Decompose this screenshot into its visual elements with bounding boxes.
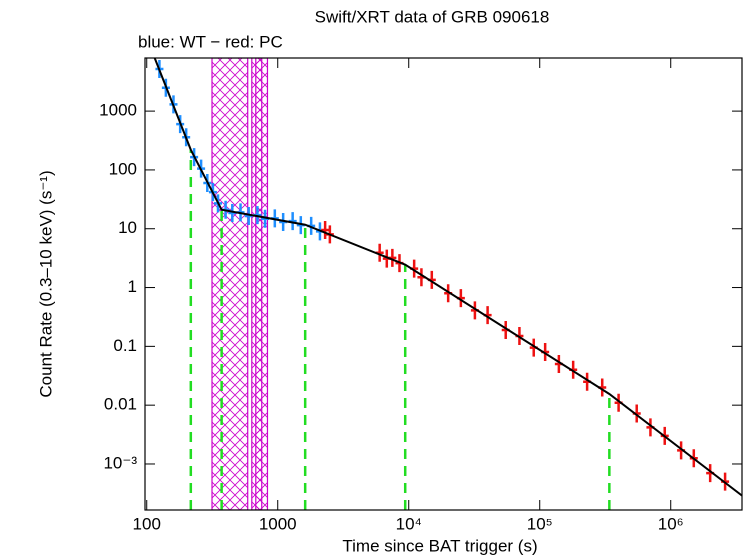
chart-title: Swift/XRT data of GRB 090618 — [315, 7, 550, 26]
x-tick-label: 10⁴ — [396, 514, 422, 533]
hatched-interval — [211, 58, 249, 510]
y-axis-label: Count Rate (0.3–10 keV) (s⁻¹) — [36, 170, 55, 397]
error-cross — [321, 221, 330, 240]
y-tick-label: 100 — [109, 159, 137, 178]
y-tick-label: 0.01 — [104, 395, 137, 414]
hatched-interval — [255, 58, 269, 510]
data-point — [321, 221, 330, 240]
y-tick-label: 1000 — [99, 101, 137, 120]
x-tick-label: 1000 — [259, 514, 297, 533]
plot-frame — [144, 57, 743, 511]
fit-line — [153, 58, 742, 497]
y-tick-label: 0.1 — [113, 336, 137, 355]
x-tick-label: 10⁶ — [658, 514, 684, 533]
y-tick-label: 10 — [118, 218, 137, 237]
x-tick-label: 100 — [133, 514, 161, 533]
plot-area — [153, 58, 742, 510]
x-tick-label: 10⁵ — [527, 514, 553, 533]
chart-subtitle: blue: WT − red: PC — [138, 32, 283, 51]
y-tick-label: 10⁻³ — [103, 453, 137, 472]
y-tick-label: 1 — [128, 277, 137, 296]
x-axis-label: Time since BAT trigger (s) — [342, 536, 537, 555]
